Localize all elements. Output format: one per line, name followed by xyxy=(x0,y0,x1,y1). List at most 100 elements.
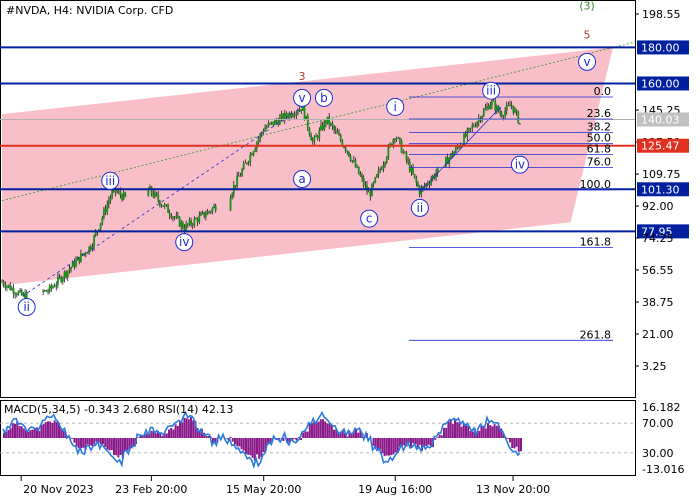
candle-body xyxy=(201,212,204,214)
macd-bar xyxy=(315,422,318,438)
macd-bar xyxy=(500,428,503,438)
macd-bar xyxy=(423,438,426,447)
macd-bar xyxy=(506,438,509,439)
macd-bar xyxy=(348,430,351,438)
candle-body xyxy=(481,116,483,121)
rsi-line xyxy=(2,410,521,470)
macd-bar xyxy=(330,425,333,438)
macd-bar xyxy=(33,428,36,438)
candle-body xyxy=(288,113,291,118)
candle-body xyxy=(290,113,293,117)
candle-body xyxy=(305,115,308,120)
candle-body xyxy=(65,271,68,277)
candle-body xyxy=(341,140,344,146)
candle-body xyxy=(89,246,92,250)
candle-body xyxy=(107,200,110,205)
macd-bar xyxy=(311,423,313,438)
macd-bar xyxy=(176,425,179,438)
macd-bar xyxy=(249,438,252,456)
macd-bar xyxy=(333,429,335,438)
candle-body xyxy=(71,261,74,268)
macd-bar xyxy=(150,430,153,438)
price-axis-label: 56.55 xyxy=(642,264,674,277)
macd-bar xyxy=(225,438,228,439)
macd-bar xyxy=(113,438,115,456)
candle-body xyxy=(303,106,306,120)
candle-body xyxy=(239,175,242,177)
candle-body xyxy=(66,270,69,277)
candle-body xyxy=(265,126,268,129)
candle-body xyxy=(329,123,332,125)
macd-bar xyxy=(9,428,12,438)
candle-body xyxy=(249,154,252,162)
fib-level-label: 100.0 xyxy=(580,178,612,191)
candle-body xyxy=(22,293,25,296)
candle-body xyxy=(58,276,61,278)
macd-bar xyxy=(73,438,76,443)
candle-body xyxy=(206,211,209,215)
candle-body xyxy=(172,217,174,219)
wave-marker xyxy=(101,171,120,190)
macd-bar xyxy=(425,438,428,446)
candle-body xyxy=(405,152,408,161)
candles xyxy=(1,97,521,301)
macd-bar xyxy=(198,430,201,438)
macd-bar xyxy=(77,438,80,449)
candle-body xyxy=(15,294,18,296)
candle-body xyxy=(310,134,313,141)
macd-bar xyxy=(515,438,518,447)
candle-body xyxy=(403,151,406,153)
macd-bar xyxy=(179,421,181,438)
candle-body xyxy=(117,191,120,193)
candle-body xyxy=(196,218,199,223)
price-axis-label: 125.47 xyxy=(641,140,680,153)
time-axis-label: 20 Nov 2023 xyxy=(23,483,93,496)
macd-bar xyxy=(130,438,133,449)
candle-body xyxy=(154,192,156,197)
candle-body xyxy=(510,105,513,107)
macd-bar xyxy=(5,432,8,438)
wave-marker xyxy=(314,88,333,107)
candle-body xyxy=(313,136,316,142)
candle-body xyxy=(195,218,197,220)
candle-body xyxy=(7,284,10,287)
macd-bar xyxy=(390,438,393,456)
candle-body xyxy=(80,253,82,262)
macd-bar xyxy=(282,438,285,441)
candle-body xyxy=(45,290,48,292)
candle-body xyxy=(422,186,424,189)
macd-bar xyxy=(234,438,236,445)
time-axis-label: 19 Aug 16:00 xyxy=(358,483,432,496)
macd-bar xyxy=(95,438,98,442)
candle-body xyxy=(375,174,378,178)
candle-body xyxy=(428,184,431,185)
candle-body xyxy=(382,164,385,170)
candle-body xyxy=(380,169,383,171)
wave-label: b xyxy=(320,91,328,105)
macd-bar xyxy=(212,438,214,444)
candle-body xyxy=(86,252,89,254)
macd-bar xyxy=(53,420,56,438)
macd-bar xyxy=(251,438,254,458)
candle-body xyxy=(283,112,286,121)
candle-body xyxy=(73,261,76,267)
candle-body xyxy=(94,231,97,236)
candle-body xyxy=(244,162,247,164)
macd-bar xyxy=(93,438,96,445)
fib-level-label: 23.6 xyxy=(587,107,612,120)
macd-bar xyxy=(440,435,443,438)
candle-body xyxy=(91,246,94,250)
candle-body xyxy=(9,284,12,290)
macd-bar xyxy=(414,438,417,445)
candle-body xyxy=(1,281,3,283)
price-axis-label: 198.55 xyxy=(642,8,681,21)
candle-body xyxy=(155,192,158,196)
wave-marker xyxy=(510,155,529,174)
candle-body xyxy=(229,197,232,211)
candle-body xyxy=(321,125,324,130)
macd-bar xyxy=(427,438,430,445)
macd-bar xyxy=(16,421,19,438)
price-axis-label: 21.00 xyxy=(642,328,674,341)
candle-body xyxy=(507,105,510,106)
